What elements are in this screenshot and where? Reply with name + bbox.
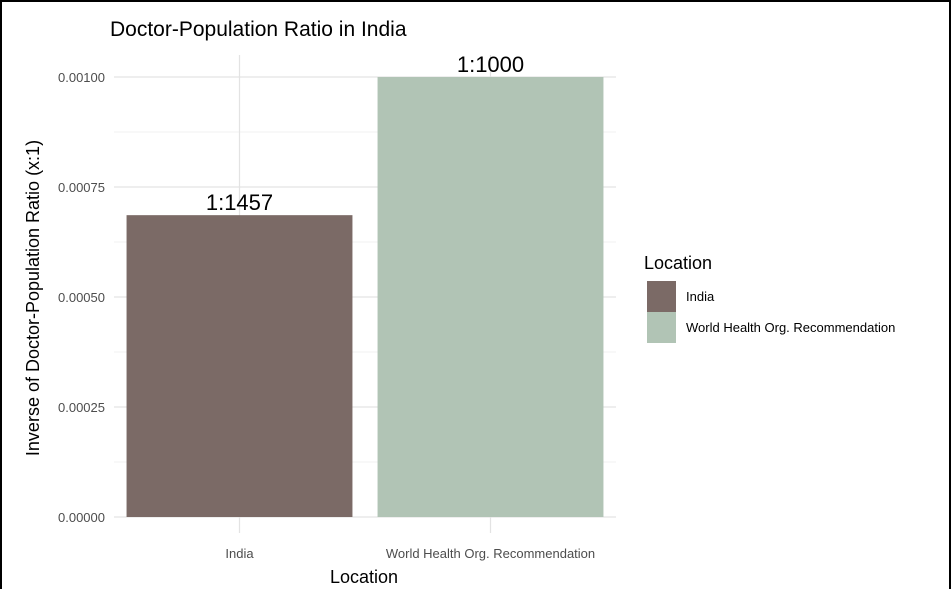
x-axis-ticks: India World Health Org. Recommendation <box>225 546 595 561</box>
legend-title: Location <box>644 253 712 273</box>
legend-swatch <box>647 312 676 343</box>
y-axis-ticks: 0.00000 0.00025 0.00050 0.00075 0.00100 <box>58 70 105 525</box>
legend-items: India World Health Org. Recommendation <box>647 281 895 343</box>
y-tick-label: 0.00050 <box>58 290 105 305</box>
bar-india <box>126 215 353 517</box>
y-axis-label: Inverse of Doctor-Population Ratio (x:1) <box>23 140 43 456</box>
y-tick-label: 0.00075 <box>58 180 105 195</box>
x-tick-label: World Health Org. Recommendation <box>386 546 595 561</box>
bar-data-label: 1:1457 <box>206 190 273 215</box>
bar-world-health-org-recommendation <box>377 77 604 517</box>
bars <box>126 77 604 517</box>
bar-data-label: 1:1000 <box>457 52 524 77</box>
legend-entry-label: India <box>686 289 715 304</box>
y-tick-label: 0.00100 <box>58 70 105 85</box>
bar-labels: 1:1457 1:1000 <box>206 52 524 215</box>
chart-title: Doctor-Population Ratio in India <box>110 18 407 41</box>
legend: Location India World Health Org. Recommen… <box>644 253 895 343</box>
x-tick-label: India <box>225 546 254 561</box>
legend-entry-label: World Health Org. Recommendation <box>686 320 895 335</box>
y-tick-label: 0.00000 <box>58 510 105 525</box>
y-tick-label: 0.00025 <box>58 400 105 415</box>
x-axis-label: Location <box>330 567 398 587</box>
legend-swatch <box>647 281 676 312</box>
